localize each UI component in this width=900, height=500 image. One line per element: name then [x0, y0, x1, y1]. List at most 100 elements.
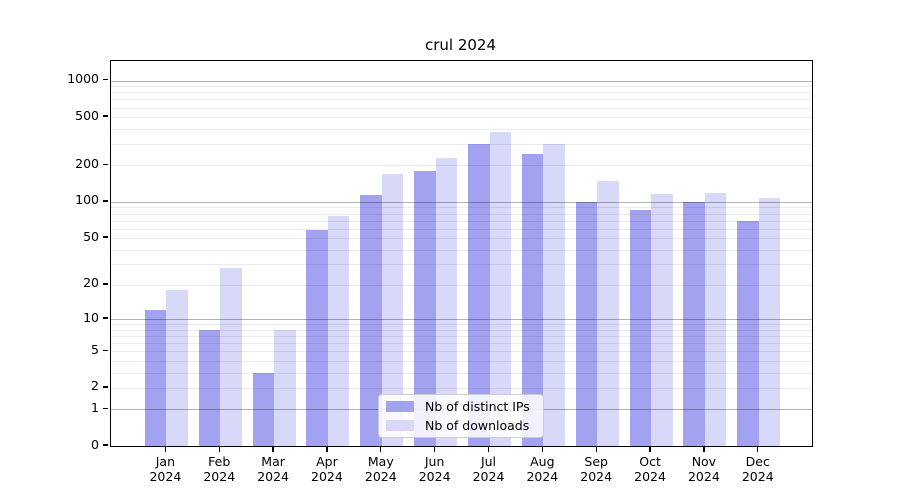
gridline-minor-600	[111, 107, 812, 109]
bar-nb-of-distinct-ips-feb-2024	[198, 329, 221, 446]
plot-area	[110, 60, 813, 447]
x-tick-label-nov-2024: Nov 2024	[687, 454, 720, 484]
x-tick-apr-2024	[326, 446, 328, 452]
bar-nb-of-distinct-ips-jan-2024	[144, 310, 167, 446]
gridline-minor-400	[111, 128, 812, 130]
legend: Nb of distinct IPs Nb of downloads	[378, 394, 544, 438]
x-tick-label-oct-2024: Oct 2024	[634, 454, 666, 484]
chart-title: crul 2024	[424, 36, 497, 54]
y-tick-10	[103, 317, 109, 319]
gridline-minor-80	[111, 213, 812, 215]
gridline-minor-30	[111, 264, 812, 266]
x-tick-label-aug-2024: Aug 2024	[526, 454, 559, 484]
y-tick-label-0: 0	[91, 436, 99, 452]
gridline-minor-4	[111, 360, 812, 362]
x-tick-label-feb-2024: Feb 2024	[203, 454, 236, 484]
x-tick-feb-2024	[218, 446, 220, 452]
x-tick-may-2024	[380, 446, 382, 452]
bar-nb-of-distinct-ips-nov-2024	[683, 201, 705, 446]
bar-nb-of-downloads-jun-2024	[435, 158, 458, 446]
bar-nb-of-downloads-oct-2024	[651, 194, 673, 446]
bar-nb-of-downloads-mar-2024	[274, 329, 296, 446]
y-tick-label-50: 50	[83, 228, 99, 244]
bar-nb-of-distinct-ips-jun-2024	[414, 171, 436, 446]
bar-nb-of-distinct-ips-aug-2024	[521, 153, 544, 446]
gridline-major-10	[111, 319, 812, 321]
gridline-major-100	[111, 201, 812, 203]
y-tick-label-1: 1	[91, 399, 99, 415]
x-tick-label-dec-2024: Dec 2024	[741, 454, 774, 484]
x-tick-label-jan-2024: Jan 2024	[149, 454, 182, 484]
y-tick-label-100: 100	[75, 192, 99, 208]
y-tick-label-20: 20	[83, 275, 99, 291]
bar-nb-of-distinct-ips-sep-2024	[575, 201, 598, 446]
x-tick-label-sep-2024: Sep 2024	[580, 454, 613, 484]
bar-nb-of-downloads-jan-2024	[166, 290, 188, 446]
bar-nb-of-downloads-may-2024	[381, 174, 404, 446]
legend-label-downloads: Nb of downloads	[425, 418, 530, 433]
y-tick-50	[103, 236, 109, 238]
gridline-minor-500	[111, 117, 812, 119]
x-tick-jul-2024	[487, 446, 490, 452]
y-tick-500	[103, 115, 109, 117]
x-tick-label-apr-2024: Apr 2024	[311, 454, 343, 484]
gridline-minor-3	[111, 372, 812, 374]
gridline-minor-70	[111, 220, 812, 222]
legend-item-downloads: Nb of downloads	[379, 417, 543, 435]
gridline-minor-5	[111, 351, 812, 353]
bar-nb-of-distinct-ips-apr-2024	[306, 230, 328, 446]
gridline-minor-2	[111, 387, 812, 389]
legend-label-distinct-ips: Nb of distinct IPs	[425, 399, 530, 414]
gridline-minor-60	[111, 228, 812, 230]
bar-nb-of-downloads-apr-2024	[327, 215, 350, 446]
bar-nb-of-downloads-nov-2024	[704, 193, 727, 446]
x-tick-label-may-2024: May 2024	[364, 454, 397, 484]
y-tick-5	[103, 349, 109, 351]
gridline-minor-9	[111, 324, 812, 326]
y-tick-label-5: 5	[91, 341, 99, 357]
y-tick-0	[103, 444, 109, 446]
gridline-minor-8	[111, 329, 812, 331]
bar-nb-of-downloads-feb-2024	[220, 267, 242, 446]
bar-nb-of-downloads-sep-2024	[597, 180, 619, 446]
bar-nb-of-downloads-jul-2024	[489, 132, 511, 446]
y-tick-2	[103, 386, 109, 388]
y-tick-20	[103, 283, 109, 285]
gridline-minor-50	[111, 238, 812, 240]
gridline-minor-90	[111, 207, 812, 209]
legend-swatch-distinct-ips	[386, 401, 414, 412]
bar-nb-of-distinct-ips-oct-2024	[629, 210, 652, 446]
gridline-minor-900	[111, 86, 812, 88]
gridline-minor-6	[111, 343, 812, 345]
bar-nb-of-distinct-ips-dec-2024	[737, 221, 759, 446]
gridline-major-1000	[111, 80, 812, 82]
y-tick-label-500: 500	[75, 107, 99, 123]
y-tick-100	[103, 200, 109, 202]
gridline-minor-7	[111, 336, 812, 337]
x-tick-jan-2024	[164, 446, 167, 452]
x-tick-oct-2024	[649, 446, 651, 452]
y-tick-label-10: 10	[83, 309, 99, 325]
bar-nb-of-distinct-ips-mar-2024	[252, 372, 275, 446]
x-tick-mar-2024	[272, 446, 274, 452]
bar-nb-of-distinct-ips-may-2024	[360, 194, 382, 446]
x-tick-label-mar-2024: Mar 2024	[257, 454, 289, 484]
legend-swatch-downloads	[386, 420, 414, 431]
bar-nb-of-distinct-ips-jul-2024	[468, 144, 490, 446]
y-tick-label-2: 2	[91, 378, 99, 394]
x-tick-jun-2024	[433, 446, 436, 452]
x-tick-aug-2024	[541, 446, 544, 452]
legend-item-distinct-ips: Nb of distinct IPs	[379, 398, 543, 416]
gridline-minor-20	[111, 284, 812, 286]
y-tick-1000	[103, 78, 109, 81]
y-tick-label-1000: 1000	[67, 71, 99, 87]
y-tick-label-200: 200	[75, 155, 99, 171]
x-tick-label-jun-2024: Jun 2024	[418, 454, 451, 484]
x-tick-sep-2024	[595, 446, 597, 452]
gridline-minor-300	[111, 144, 812, 146]
gridline-minor-200	[111, 165, 812, 167]
y-tick-1	[103, 407, 109, 410]
gridline-minor-40	[111, 249, 812, 251]
gridline-minor-800	[111, 92, 812, 94]
